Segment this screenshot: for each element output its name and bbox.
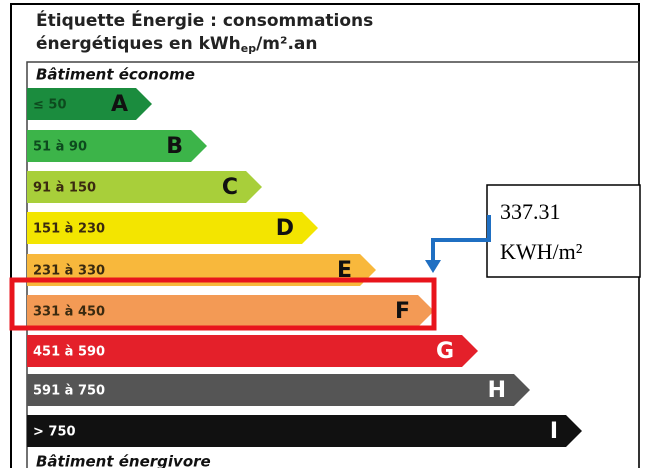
class-range: 591 à 750 [33, 384, 105, 399]
class-letter: F [395, 299, 410, 324]
annotation-value: 337.31 [500, 199, 561, 224]
pointer-line [431, 215, 491, 262]
class-bar [27, 415, 582, 447]
class-range: 451 à 590 [33, 345, 105, 360]
class-range: 91 à 150 [33, 181, 96, 196]
title-line1: Étiquette Énergie : consommations [36, 9, 373, 31]
class-range: 151 à 230 [33, 222, 105, 237]
class-range: 331 à 450 [33, 305, 105, 320]
class-range: 51 à 90 [33, 140, 87, 155]
title-part: /m².an [256, 34, 317, 54]
annotation-unit: KWH/m² [500, 239, 583, 264]
class-range: 231 à 330 [33, 264, 105, 279]
title-sub: ep [241, 42, 256, 55]
bottom-label: Bâtiment énergivore [36, 453, 211, 468]
class-letter: C [222, 175, 238, 200]
class-bar [27, 335, 478, 367]
pointer-head [425, 260, 441, 273]
class-bar [27, 171, 262, 203]
class-letter: E [337, 258, 352, 283]
top-label: Bâtiment économe [36, 66, 195, 84]
class-bar [27, 130, 207, 162]
class-range: ≤ 50 [33, 98, 67, 113]
class-range: > 750 [33, 425, 76, 440]
class-letter: B [166, 134, 183, 159]
class-letter: D [276, 216, 294, 241]
highlight-box [9, 277, 437, 331]
class-letter: A [111, 92, 128, 117]
title-part: énergétiques en kWh [36, 34, 241, 54]
class-letter: I [550, 419, 558, 444]
class-bar [27, 88, 152, 120]
title-line2: énergétiques en kWhep/m².an [36, 34, 318, 55]
class-bar [27, 374, 530, 406]
class-letter: G [436, 339, 454, 364]
class-letter: H [488, 378, 506, 403]
class-bar [27, 295, 434, 327]
class-bar [27, 212, 318, 244]
